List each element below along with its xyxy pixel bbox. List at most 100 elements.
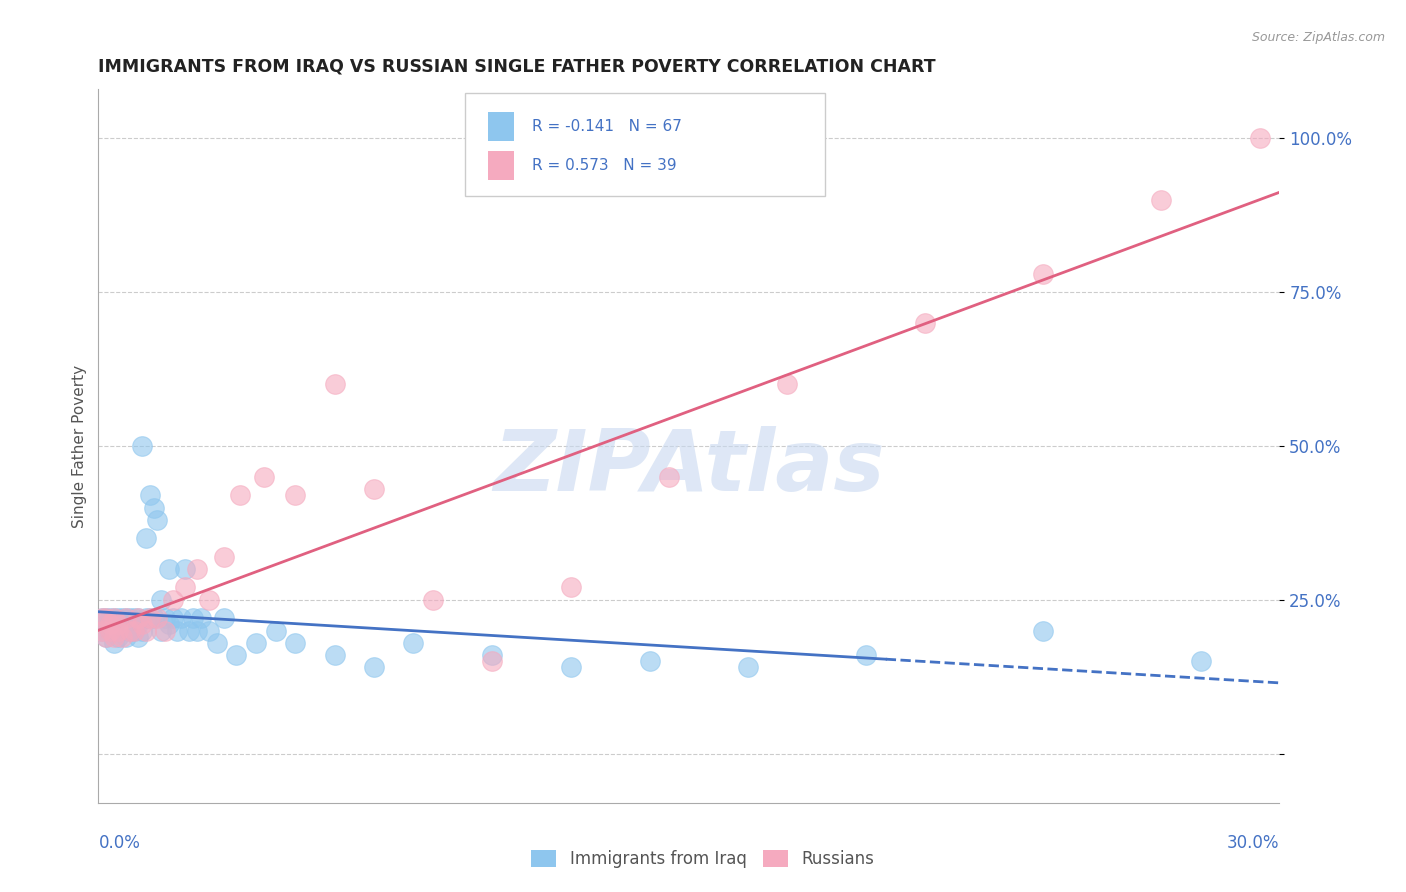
Point [363,482,385,496]
Point [103,636,125,650]
Point [118,611,141,625]
Point [131,624,153,638]
Point [138,488,160,502]
Text: R = -0.141   N = 67: R = -0.141 N = 67 [531,119,682,134]
Point [560,581,582,595]
Point [190,611,212,625]
Point [363,660,385,674]
Text: Source: ZipAtlas.com: Source: ZipAtlas.com [1251,31,1385,45]
Point [115,611,138,625]
Point [111,611,134,625]
Point [103,630,125,644]
Point [96,630,118,644]
FancyBboxPatch shape [488,152,515,180]
Point [481,654,503,668]
Point [197,624,219,638]
Point [658,469,681,483]
Point [142,611,165,625]
FancyBboxPatch shape [464,93,825,196]
Point [115,630,138,644]
Point [115,617,138,632]
Point [229,488,252,502]
Point [118,624,141,638]
Point [115,611,138,625]
Point [214,611,236,625]
Point [111,617,134,632]
Point [155,624,177,638]
FancyBboxPatch shape [488,112,515,141]
Text: 0.0%: 0.0% [98,834,141,852]
Point [181,611,204,625]
Point [98,617,121,632]
Point [245,636,267,650]
Point [162,592,184,607]
Point [107,617,129,632]
Point [96,630,118,644]
Point [118,617,141,632]
Point [284,488,307,502]
Point [91,624,114,638]
Point [91,611,114,625]
Point [107,611,129,625]
Point [91,624,114,638]
Point [186,624,208,638]
Point [422,592,444,607]
Point [127,617,149,632]
Point [131,439,153,453]
Point [103,611,125,625]
Point [131,617,153,632]
Point [118,624,141,638]
Legend: Immigrants from Iraq, Russians: Immigrants from Iraq, Russians [524,843,882,875]
Text: ZIPAtlas: ZIPAtlas [494,425,884,509]
Point [1032,267,1054,281]
Point [103,611,125,625]
Point [214,549,236,564]
Point [1249,131,1271,145]
Point [323,648,346,662]
Point [560,660,582,674]
Point [96,611,118,625]
Point [1150,193,1173,207]
Point [157,617,180,632]
Point [1189,654,1212,668]
Point [111,624,134,638]
Point [107,617,129,632]
Point [96,611,118,625]
Point [146,611,169,625]
Point [146,513,169,527]
Point [402,636,425,650]
Point [111,630,134,644]
Point [481,648,503,662]
Point [142,500,165,515]
Point [264,624,287,638]
Point [91,611,114,625]
Point [737,660,759,674]
Point [138,611,160,625]
Point [122,624,145,638]
Point [253,469,276,483]
Point [174,562,197,576]
Point [138,611,160,625]
Point [127,611,149,625]
Point [122,611,145,625]
Point [174,581,197,595]
Point [155,611,177,625]
Point [150,624,173,638]
Point [166,624,188,638]
Point [98,624,121,638]
Point [96,617,118,632]
Point [122,624,145,638]
Point [107,630,129,644]
Point [107,624,129,638]
Point [186,562,208,576]
Point [127,611,149,625]
Point [205,636,228,650]
Point [98,624,121,638]
Point [135,611,157,625]
Point [170,611,193,625]
Point [177,624,200,638]
Point [157,562,180,576]
Text: IMMIGRANTS FROM IRAQ VS RUSSIAN SINGLE FATHER POVERTY CORRELATION CHART: IMMIGRANTS FROM IRAQ VS RUSSIAN SINGLE F… [98,58,936,76]
Point [103,624,125,638]
Text: R = 0.573   N = 39: R = 0.573 N = 39 [531,158,676,173]
